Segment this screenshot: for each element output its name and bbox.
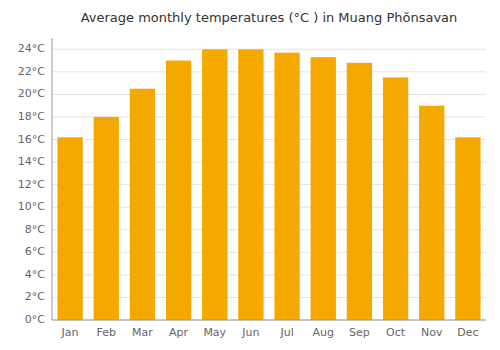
- x-tick-label: Mar: [132, 326, 153, 339]
- y-tick-label: 24°C: [18, 42, 45, 55]
- x-tick-label: Sep: [349, 326, 370, 339]
- x-tick-label: Apr: [169, 326, 189, 339]
- x-axis: Jan Feb Mar Apr May Jun Jul Aug Sep Oct Nov Dec: [52, 320, 486, 339]
- y-axis: 0°C 2°C 4°C 6°C 8°C 10°C 12°C 14°C 16°C 18°C 20°C 2…: [18, 38, 52, 326]
- chart: 0°C 2°C 4°C 6°C 8°C 10°C 12°C 14°C 16°C 18°C 20°C 2…: [0, 0, 500, 350]
- bars: [57, 49, 480, 320]
- y-tick-label: 10°C: [18, 200, 45, 213]
- x-tick-label: Jan: [61, 326, 79, 339]
- chart-container: 0°C 2°C 4°C 6°C 8°C 10°C 12°C 14°C 16°C 18°C 20°C 2…: [0, 0, 500, 350]
- x-tick-label: May: [203, 326, 226, 339]
- bar: [274, 53, 299, 320]
- x-tick-label: Oct: [386, 326, 406, 339]
- bar: [130, 89, 155, 320]
- bar: [202, 49, 227, 320]
- bar: [347, 63, 372, 320]
- x-tick-label: Jun: [241, 326, 259, 339]
- y-tick-label: 4°C: [25, 268, 45, 281]
- y-tick-label: 20°C: [18, 87, 45, 100]
- x-tick-label: Feb: [97, 326, 116, 339]
- y-tick-label: 18°C: [18, 110, 45, 123]
- y-axis-line: [52, 38, 53, 320]
- bar: [94, 117, 119, 320]
- bar: [238, 49, 263, 320]
- bar: [383, 77, 408, 320]
- y-tick-label: 6°C: [25, 245, 45, 258]
- bar: [166, 61, 191, 320]
- y-tick-label: 14°C: [18, 155, 45, 168]
- title: Average monthly temperatures (°C ) in Mu…: [81, 10, 458, 25]
- y-tick-label: 0°C: [25, 313, 45, 326]
- x-tick-label: Nov: [421, 326, 443, 339]
- grid-line: [52, 49, 486, 50]
- x-tick-label: Jul: [279, 326, 293, 339]
- grid: [52, 49, 486, 320]
- x-tick-label: Aug: [313, 326, 334, 339]
- grid-line: [52, 71, 486, 72]
- bar: [419, 106, 444, 320]
- bar: [455, 137, 480, 320]
- y-tick-label: 8°C: [25, 223, 45, 236]
- y-tick-label: 2°C: [25, 290, 45, 303]
- y-tick-label: 12°C: [18, 178, 45, 191]
- grid-line: [52, 94, 486, 95]
- grid-line: [52, 320, 486, 321]
- bar: [311, 57, 336, 320]
- y-tick-label: 16°C: [18, 133, 45, 146]
- y-tick-label: 22°C: [18, 65, 45, 78]
- x-axis-line: [52, 320, 486, 321]
- bar: [57, 137, 82, 320]
- x-tick-label: Dec: [457, 326, 478, 339]
